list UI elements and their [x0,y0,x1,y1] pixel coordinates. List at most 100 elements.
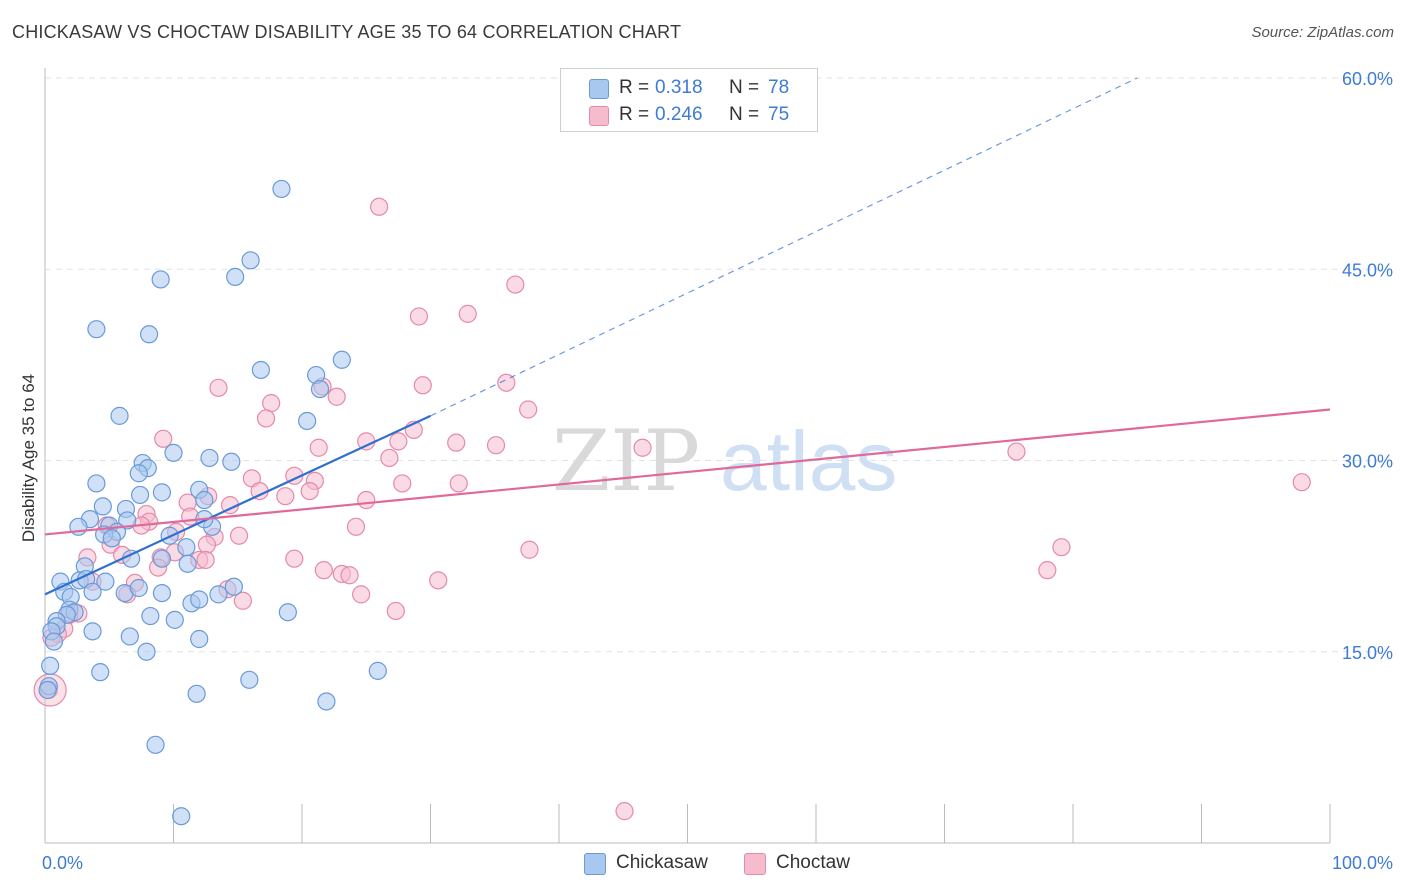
choctaw-point [196,550,215,570]
chickasaw-point [177,538,196,557]
choctaw-point [409,307,429,326]
chickasaw-point [190,629,209,649]
chickasaw-point [187,684,206,703]
chickasaw-swatch [589,79,609,99]
choctaw-point [1052,538,1071,557]
axis-layer [44,68,1331,844]
chickasaw-point [190,590,209,609]
chickasaw-point [137,642,156,661]
chickasaw-point [102,529,121,548]
chickasaw-point [200,448,219,468]
y-axis-label: Disability Age 35 to 64 [19,374,38,542]
chickasaw-point [310,380,330,399]
chickasaw-point [332,350,351,369]
choctaw-point [615,802,634,821]
chickasaw-point [164,443,183,462]
chickasaw-point [251,360,270,380]
choctaw-point [486,436,506,455]
chickasaw-point [44,632,64,651]
y-tick-label: 30.0% [1342,452,1393,472]
legend-r-value: 0.318 [655,77,703,98]
choctaw-point [449,474,468,493]
choctaw-point [300,482,319,501]
chickasaw-point [195,490,214,510]
source-label: Source: ZipAtlas.com [1251,24,1394,41]
chickasaw-point [83,622,102,641]
chickasaw-point [141,606,160,626]
choctaw-point [633,438,652,457]
choctaw-point [285,549,304,568]
legend-r-label: R = [619,104,650,125]
choctaw-swatch [589,106,609,126]
choctaw-points [33,197,1311,821]
choctaw-point [154,429,173,448]
choctaw-point [389,432,408,451]
chickasaw-point [209,585,228,604]
choctaw-point [262,394,281,413]
legend-n-value: 78 [768,77,790,98]
choctaw-legend-swatch [744,853,766,875]
chickasaw-legend-swatch [584,853,606,875]
chickasaw-point [93,497,112,516]
legend-n-label: N = [729,104,760,125]
choctaw-point [380,448,399,468]
trend-layer [44,77,1331,596]
chickasaw-point [317,692,336,711]
chickasaw-point [178,554,197,573]
chickasaw-points [38,179,387,826]
choctaw-point [370,197,389,216]
chickasaw-trend-extension [430,77,1138,417]
x-tick-label: 100.0% [1332,853,1393,873]
chickasaw-point [152,583,172,603]
chickasaw-point [91,663,110,682]
chickasaw-point [368,661,387,680]
chickasaw-point [146,735,165,754]
chickasaw-point [118,511,137,530]
chickasaw-point [272,179,291,199]
watermark-zip: ZIP [552,412,700,510]
chickasaw-point [38,680,57,700]
chickasaw-point [222,452,241,471]
grid-layer [45,77,1392,653]
choctaw-trend-line [44,408,1331,536]
choctaw-point [229,526,249,545]
chickasaw-point [83,582,102,601]
choctaw-legend-label: Choctaw [776,852,850,873]
chickasaw-point [139,325,159,344]
chickasaw-point [224,577,243,596]
choctaw-point [340,566,359,585]
chickasaw-point [152,483,172,502]
chickasaw-point [96,572,115,591]
choctaw-point [393,474,412,493]
y-tick-label: 45.0% [1342,260,1393,280]
choctaw-point [1007,442,1026,461]
choctaw-point [1292,473,1311,492]
legend-n-value: 75 [768,104,790,125]
y-tick-label: 60.0% [1342,69,1393,89]
chickasaw-point [226,267,245,286]
choctaw-point [519,400,538,419]
chickasaw-point [240,670,259,689]
chickasaw-point [120,627,139,646]
chickasaw-point [41,656,60,675]
chickasaw-trend-line [44,414,431,596]
legend-r-label: R = [619,77,650,98]
choctaw-point [497,373,516,392]
choctaw-point [1038,561,1057,580]
choctaw-point [447,433,466,452]
chickasaw-point [151,270,170,289]
chickasaw-point [165,610,184,629]
choctaw-point [309,438,328,457]
choctaw-point [346,517,366,536]
choctaw-point [233,591,252,610]
choctaw-point [209,378,228,397]
choctaw-point [327,387,346,406]
chickasaw-point [298,411,317,431]
choctaw-point [197,535,217,554]
choctaw-point [256,409,276,428]
legend-n-label: N = [729,77,760,98]
chickasaw-point [278,603,297,622]
tick-layer: 15.0% 30.0% 45.0% 60.0% 0.0% 100.0% [42,69,1393,873]
y-tick-label: 15.0% [1342,643,1393,663]
